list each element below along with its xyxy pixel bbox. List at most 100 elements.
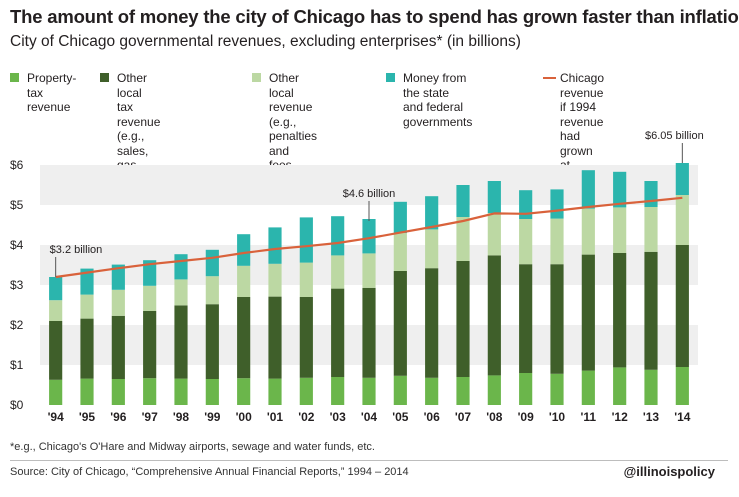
bar-segment-4 [80,268,94,295]
bar-segment-1 [581,370,595,405]
bar-segment-3 [613,207,627,253]
x-tick-label: '97 [142,410,159,424]
x-tick-label: '05 [392,410,409,424]
legend-swatch [10,73,19,82]
bar-segment-4 [550,189,564,219]
bar-segment-3 [299,262,313,297]
legend-swatch [386,73,395,82]
legend-swatch [252,73,261,82]
bar-segment-4 [174,254,188,280]
bar-segment-3 [487,213,501,256]
bar-segment-4 [237,234,251,266]
bar-segment-1 [362,377,376,405]
bar-segment-2 [268,296,282,379]
x-tick-label: '04 [361,410,378,424]
x-tick-label: '95 [79,410,96,424]
bar-segment-4 [487,181,501,213]
bar-segment-2 [487,255,501,376]
x-tick-label: '02 [298,410,315,424]
bar-segment-2 [49,321,63,380]
bar-segment-4 [393,201,407,233]
x-tick-label: '96 [110,410,127,424]
bar-segment-3 [456,217,470,261]
bar-segment-2 [581,254,595,371]
x-tick-label: '00 [236,410,253,424]
y-tick-label: $2 [10,318,24,332]
bar-segment-2 [331,288,345,377]
bar-segment-2 [675,245,689,367]
bar-segment-4 [49,277,63,301]
brand-handle: @illinoispolicy [623,464,715,479]
bar-segment-3 [675,195,689,245]
x-tick-label: '11 [581,410,597,424]
x-tick-label: '06 [424,410,441,424]
bar-segment-3 [49,300,63,321]
bar-segment-4 [581,170,595,209]
bar-segment-4 [519,190,533,219]
bar-segment-2 [299,297,313,378]
bar-segment-3 [519,219,533,265]
bar-segment-3 [393,233,407,271]
legend-label: Property-tax revenue [27,71,77,114]
bar-segment-2 [143,311,157,379]
bar-segment-3 [143,285,157,311]
bar-segment-3 [80,294,94,319]
bar-segment-2 [644,251,658,370]
bar-segment-1 [205,379,219,405]
bar-segment-4 [331,216,345,256]
x-tick-label: '99 [204,410,221,424]
bar-segment-2 [519,264,533,373]
x-tick-label: '01 [267,410,284,424]
bar-segment-1 [49,379,63,405]
bar-segment-4 [425,196,439,230]
bar-segment-2 [111,315,125,379]
bar-segment-1 [299,377,313,405]
bar-segment-4 [456,185,470,217]
bar-segment-3 [331,255,345,289]
bar-segment-3 [205,276,219,305]
bar-segment-4 [299,217,313,263]
bar-segment-2 [237,297,251,379]
x-tick-label: '13 [643,410,660,424]
y-tick-label: $6 [10,158,24,172]
bar-segment-2 [425,268,439,378]
bar-segment-1 [80,378,94,405]
legend-line-swatch [543,77,556,79]
y-tick-label: $5 [10,198,24,212]
bar-segment-2 [80,318,94,379]
x-tick-label: '09 [518,410,535,424]
bar-segment-1 [237,378,251,405]
x-tick-label: '94 [48,410,65,424]
bar-segment-1 [487,375,501,405]
legend-swatch [100,73,109,82]
bar-segment-1 [519,373,533,405]
bar-segment-4 [613,171,627,208]
bar-segment-1 [268,378,282,405]
bar-segment-1 [675,367,689,405]
annotation-label: $6.05 billion [645,130,704,142]
bar-segment-1 [613,367,627,405]
bar-segment-4 [362,219,376,254]
x-tick-label: '12 [612,410,629,424]
bar-segment-2 [393,271,407,376]
x-tick-label: '07 [455,410,472,424]
x-tick-label: '10 [549,410,566,424]
bar-segment-3 [362,253,376,288]
bar-segment-3 [111,289,125,316]
divider [10,460,728,461]
y-tick-label: $1 [10,358,24,372]
legend-label: Other local revenue (e.g., penalties and… [269,71,318,187]
bar-segment-2 [456,261,470,377]
chart-title: The amount of money the city of Chicago … [10,6,739,27]
source-note: Source: City of Chicago, “Comprehensive … [10,466,409,478]
bar-segment-3 [425,229,439,269]
x-tick-label: '03 [330,410,347,424]
legend-label: Money from the state and federal governm… [403,71,473,129]
bar-segment-3 [644,207,658,252]
bar-segment-2 [205,304,219,379]
bar-segment-3 [237,265,251,297]
bar-segment-2 [362,287,376,378]
x-tick-label: '98 [173,410,190,424]
y-tick-label: $0 [10,398,24,412]
bar-segment-4 [675,163,689,195]
